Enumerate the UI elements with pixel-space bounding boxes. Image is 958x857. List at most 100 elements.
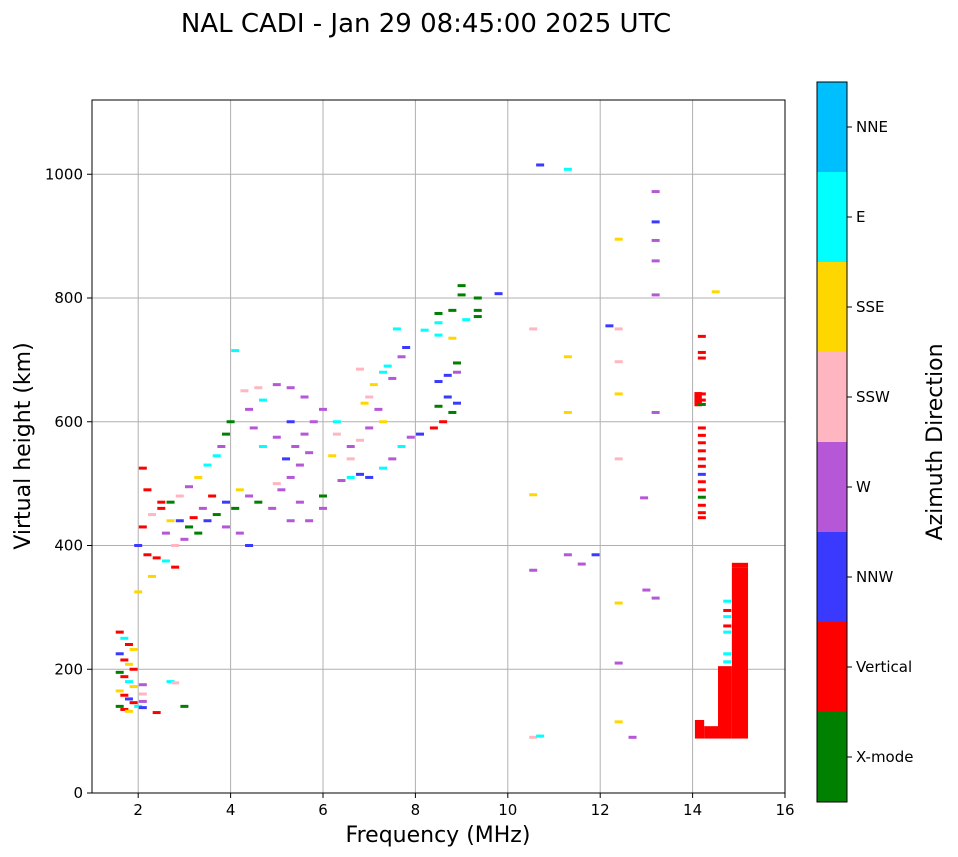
data-point — [614, 392, 623, 396]
data-point — [221, 525, 230, 529]
data-point — [462, 318, 471, 322]
data-point — [563, 167, 572, 171]
data-point — [402, 346, 411, 349]
y-tick-label: 400 — [54, 537, 83, 555]
x-axis-ticks: 2 4 6 8 10 12 14 16 — [133, 793, 795, 819]
data-block — [704, 726, 719, 739]
data-point — [120, 658, 129, 662]
data-point — [529, 327, 538, 331]
data-point — [651, 410, 660, 414]
plot-frame — [91, 99, 786, 794]
data-point — [365, 475, 374, 479]
data-point — [295, 500, 304, 504]
data-point — [397, 445, 406, 448]
data-point — [697, 392, 706, 396]
data-point — [640, 496, 649, 500]
data-point — [473, 308, 482, 312]
data-point — [723, 652, 732, 656]
data-point — [697, 433, 706, 437]
data-block — [718, 666, 732, 739]
data-point — [245, 494, 254, 498]
data-point — [319, 494, 327, 498]
data-point — [651, 220, 660, 224]
data-point — [434, 404, 443, 408]
data-point — [115, 652, 124, 656]
data-point — [452, 401, 461, 405]
data-point — [138, 466, 147, 470]
y-axis-ticks: 0 200 400 600 800 1000 — [45, 165, 92, 802]
data-point — [194, 531, 203, 535]
data-point — [300, 395, 309, 399]
data-point — [628, 735, 637, 739]
y-tick-label: 600 — [54, 413, 83, 431]
data-point — [258, 398, 267, 402]
data-point — [134, 704, 143, 708]
data-point — [300, 432, 309, 436]
colorbar-frame — [816, 81, 848, 803]
data-point — [157, 500, 166, 504]
data-point — [651, 259, 660, 263]
data-point — [180, 704, 189, 708]
data-point — [272, 383, 281, 387]
y-axis-label: Virtual height (km) — [11, 342, 36, 549]
data-point — [198, 506, 207, 510]
data-point — [138, 692, 147, 696]
data-point — [723, 608, 732, 612]
x-tick-label: 6 — [318, 801, 328, 819]
data-point — [369, 383, 378, 387]
data-point — [711, 290, 720, 294]
data-point — [536, 163, 545, 167]
data-point — [651, 190, 660, 194]
colorbar-tick-label: NNW — [856, 568, 893, 586]
colorbar-tick-label: Vertical — [856, 658, 912, 676]
data-point — [473, 315, 482, 319]
x-tick-label: 14 — [683, 801, 702, 819]
data-point — [379, 370, 388, 374]
data-point — [138, 525, 147, 529]
data-point — [152, 556, 161, 560]
data-point — [305, 451, 314, 455]
data-point — [129, 667, 138, 671]
colorbar-segment — [817, 622, 847, 712]
colorbar: X-mode Vertical NNW W SSW SSE E NNE — [816, 81, 913, 803]
data-point — [355, 367, 364, 371]
data-point — [148, 574, 157, 578]
data-point — [529, 735, 538, 739]
data-point — [536, 734, 545, 738]
plot-area: 2 4 6 8 10 12 14 16 0 200 400 600 800 1000 — [45, 99, 795, 819]
data-point — [115, 670, 124, 674]
data-point — [723, 630, 732, 634]
data-point — [697, 449, 706, 453]
colorbar-tick-label: X-mode — [856, 748, 913, 766]
data-point — [697, 511, 706, 515]
data-point — [217, 445, 226, 448]
data-blocks — [694, 392, 749, 739]
data-point — [134, 544, 143, 547]
data-point — [185, 525, 194, 529]
data-point — [337, 479, 346, 483]
data-point — [697, 441, 706, 445]
data-point — [365, 426, 374, 430]
data-block — [731, 562, 749, 568]
x-tick-label: 10 — [498, 801, 517, 819]
data-point — [138, 699, 147, 703]
data-point — [563, 553, 572, 557]
data-point — [129, 685, 138, 689]
data-point — [134, 590, 143, 594]
data-point — [697, 516, 706, 520]
x-tick-label: 16 — [775, 801, 794, 819]
data-point — [240, 389, 249, 393]
colorbar-segment — [817, 712, 847, 802]
data-point — [115, 689, 124, 693]
data-point — [152, 711, 161, 715]
data-point — [161, 559, 170, 563]
data-point — [175, 494, 184, 498]
data-point — [346, 457, 355, 461]
colorbar-label: Azimuth Direction — [923, 343, 948, 540]
data-point — [124, 643, 133, 646]
data-point — [189, 516, 198, 520]
data-point — [563, 355, 572, 359]
x-tick-label: 4 — [226, 801, 236, 819]
data-point — [143, 488, 152, 492]
